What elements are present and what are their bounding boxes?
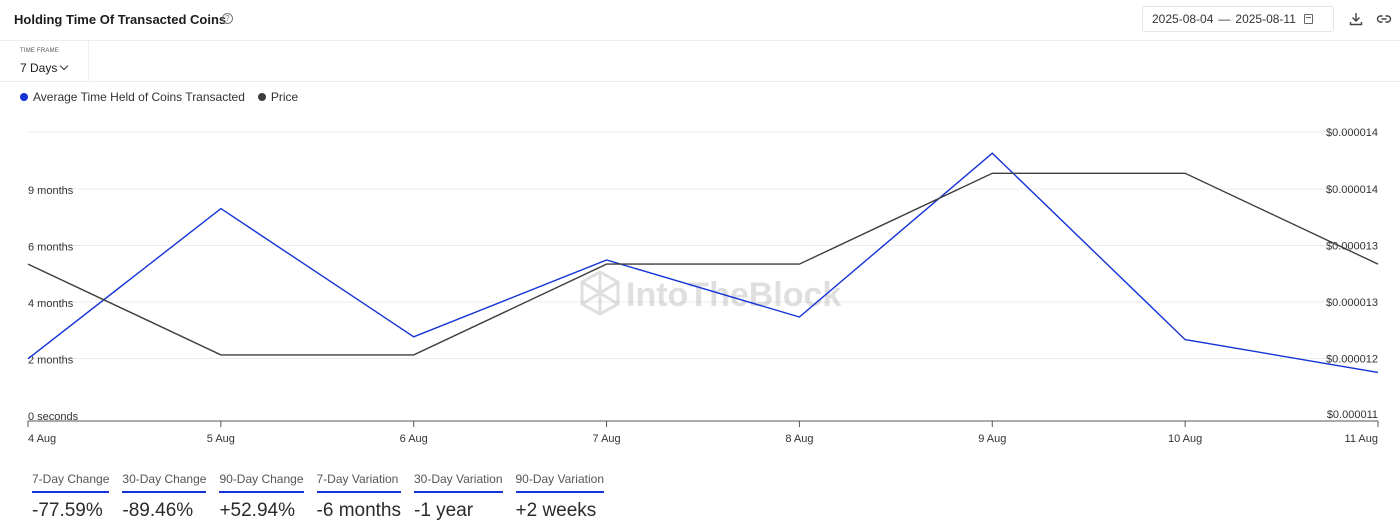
legend-dot-avg-time-held <box>20 93 28 101</box>
stat-label: 30-Day Change <box>122 472 207 493</box>
stat-7-day-change[interactable]: 7-Day Change -77.59% <box>32 472 110 522</box>
series-line-avg-time-held <box>27 152 1379 374</box>
stat-value: -89.46% <box>122 500 194 521</box>
stat-30-day-change[interactable]: 30-Day Change -89.46% <box>122 472 207 522</box>
x-axis-tick-label: 9 Aug <box>978 433 1006 445</box>
x-axis-tick-label: 10 Aug <box>1168 433 1202 445</box>
stat-7-day-variation[interactable]: 7-Day Variation -6 months <box>316 472 401 522</box>
divider <box>0 81 1400 82</box>
legend-label-price: Price <box>270 90 299 104</box>
left-axis-tick-label: 4 months <box>28 298 74 310</box>
help-icon[interactable]: ? <box>222 13 233 24</box>
right-axis-tick-label: $0.000011 <box>1327 409 1378 421</box>
line-chart: IntoTheBlock 0 seconds 2 months 4 months 6 m… <box>27 127 1379 445</box>
x-axis-tick-label: 5 Aug <box>207 433 235 445</box>
legend-item-price[interactable]: Price <box>257 90 299 104</box>
date-end: 2025-08-11 <box>1235 12 1296 26</box>
left-axis-tick-label: 0 seconds <box>28 411 79 423</box>
timeframe-label: TIME FRAME <box>20 48 59 54</box>
stat-label: 30-Day Variation <box>414 472 503 493</box>
watermark-text: IntoTheBlock <box>626 276 841 314</box>
calendar-icon <box>1303 14 1313 24</box>
series-line-price <box>27 172 1379 356</box>
legend-item-avg-time-held[interactable]: Average Time Held of Coins Transacted <box>20 90 245 104</box>
date-range-picker[interactable]: 2025-08-04 — 2025-08-11 <box>1142 6 1334 32</box>
stat-90-day-variation[interactable]: 90-Day Variation +2 weeks <box>515 472 604 522</box>
link-icon[interactable] <box>1376 12 1392 26</box>
stat-label: 90-Day Change <box>219 472 304 493</box>
stat-label: 7-Day Change <box>32 472 110 493</box>
date-start: 2025-08-04 <box>1152 12 1214 26</box>
x-axis-tick-label: 6 Aug <box>400 433 428 445</box>
x-axis-tick-label: 4 Aug <box>28 433 56 445</box>
page-title: Holding Time Of Transacted Coins <box>14 12 227 27</box>
left-axis-tick-label: 6 months <box>28 242 74 254</box>
stat-value: -1 year <box>414 500 474 521</box>
x-axis-tick-label: 11 Aug <box>1345 433 1378 445</box>
right-axis-tick-label: $0.000014 <box>1326 127 1378 139</box>
watermark-hex-icon <box>580 270 620 316</box>
timeframe-dropdown[interactable]: 7 Days <box>20 61 69 75</box>
stat-30-day-variation[interactable]: 30-Day Variation -1 year <box>414 472 503 522</box>
stat-90-day-change[interactable]: 90-Day Change +52.94% <box>219 472 304 522</box>
legend-dot-price <box>257 93 266 101</box>
stat-label: 90-Day Variation <box>515 472 604 493</box>
timeframe-selector[interactable]: TIME FRAME 7 Days <box>0 41 89 81</box>
stat-value: +2 weeks <box>515 500 597 521</box>
watermark-logo: IntoTheBlock <box>580 270 841 316</box>
chevron-down-icon <box>60 61 69 71</box>
right-axis-tick-label: $0.000012 <box>1326 354 1378 366</box>
stat-label: 7-Day Variation <box>316 472 401 493</box>
stats-row: 7-Day Change -77.59% 30-Day Change -89.4… <box>32 472 617 522</box>
timeframe-value: 7 Days <box>20 61 58 75</box>
legend-label-avg-time-held: Average Time Held of Coins Transacted <box>33 90 245 104</box>
date-separator: — <box>1218 12 1231 26</box>
right-axis-tick-label: $0.000013 <box>1326 297 1378 309</box>
x-axis-tick-label: 7 Aug <box>593 433 621 445</box>
left-axis-tick-label: 9 months <box>28 185 74 197</box>
left-axis-tick-label: 2 months <box>28 355 74 367</box>
right-axis-tick-label: $0.000014 <box>1326 184 1378 196</box>
stat-value: -77.59% <box>32 500 103 521</box>
chart-header: Holding Time Of Transacted Coins ? 2025-… <box>0 0 1400 41</box>
chart-legend: Average Time Held of Coins Transacted Pr… <box>20 90 311 104</box>
right-axis-tick-label: $0.000013 <box>1326 241 1378 253</box>
stat-value: +52.94% <box>219 500 295 521</box>
x-axis-tick-label: 8 Aug <box>785 433 813 445</box>
stat-value: -6 months <box>316 500 401 521</box>
download-icon[interactable] <box>1349 12 1363 26</box>
